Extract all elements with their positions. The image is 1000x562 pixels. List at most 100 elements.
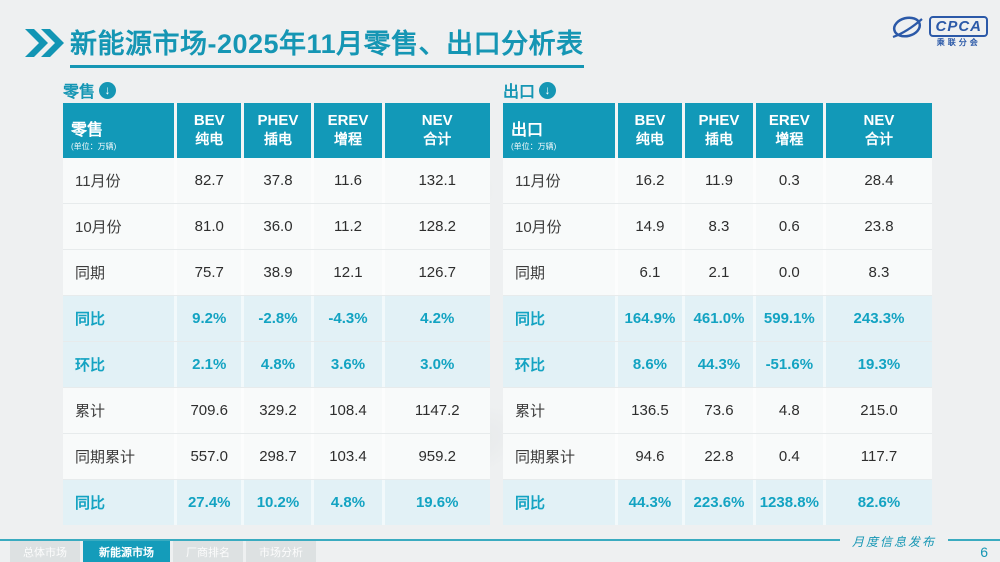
export-badge-label: 出口 xyxy=(503,84,536,101)
column-header: PHEV 插电 xyxy=(241,103,312,158)
column-abbr: EREV xyxy=(768,112,810,130)
row-label: 同期 xyxy=(75,265,106,282)
page-title: 新能源市场-2025年11月零售、出口分析表 xyxy=(70,22,584,68)
footer-ribbon: 月度信息发布 xyxy=(840,531,948,552)
cell-value: 23.8 xyxy=(823,204,932,249)
cell-value: 4.2% xyxy=(381,296,490,341)
cell-value: 9.2% xyxy=(174,296,241,341)
cell-value: 3.6% xyxy=(311,342,381,387)
cell-value: 1238.8% xyxy=(752,480,823,525)
row-label: 环比 xyxy=(75,357,106,374)
tab-nev-market[interactable]: 新能源市场 xyxy=(83,541,170,562)
cell-value: 3.0% xyxy=(381,342,490,387)
cell-value: 94.6 xyxy=(614,434,683,479)
cell-value: 22.8 xyxy=(682,434,752,479)
column-header: NEV 合计 xyxy=(381,103,490,158)
column-header: EREV 增程 xyxy=(752,103,823,158)
cell-value: 82.6% xyxy=(823,480,932,525)
footer-divider xyxy=(0,539,1000,541)
table-header-row: 零售 (单位：万辆) BEV 纯电 PHEV 插电 EREV 增程 NEV 合计 xyxy=(63,103,490,158)
cell-value: 164.9% xyxy=(614,296,683,341)
cell-value: 4.8% xyxy=(241,342,311,387)
cell-value: 0.0 xyxy=(752,250,823,295)
table-row: 同期 75.7 38.9 12.1 126.7 xyxy=(63,249,490,295)
column-abbr: PHEV xyxy=(257,112,299,130)
column-abbr: BEV xyxy=(634,112,666,130)
column-zh: 纯电 xyxy=(635,131,664,148)
cell-value: 10.2% xyxy=(241,480,311,525)
column-header: PHEV 插电 xyxy=(682,103,753,158)
cell-value: 11.6 xyxy=(311,158,381,203)
section-tabbar: 总体市场 新能源市场 厂商排名 市场分析 xyxy=(10,541,316,562)
retail-badge-label: 零售 xyxy=(63,84,96,101)
column-zh: 增程 xyxy=(333,131,362,148)
row-label: 同比 xyxy=(515,495,546,512)
cell-value: 117.7 xyxy=(823,434,932,479)
cell-value: 103.4 xyxy=(311,434,381,479)
cell-value: 19.6% xyxy=(381,480,490,525)
cell-value: 2.1 xyxy=(682,250,752,295)
cell-value: 461.0% xyxy=(682,296,752,341)
row-label: 累计 xyxy=(75,403,106,420)
cell-value: 8.3 xyxy=(682,204,752,249)
cell-value: 709.6 xyxy=(174,388,241,433)
cpca-logo: CPCA 乘联分会 xyxy=(889,14,988,49)
cell-value: 73.6 xyxy=(682,388,752,433)
column-zh: 合计 xyxy=(864,131,893,148)
cell-value: 27.4% xyxy=(174,480,241,525)
cell-value: 128.2 xyxy=(381,204,490,249)
down-arrow-icon: ↓ xyxy=(99,81,117,99)
tab-overall-market[interactable]: 总体市场 xyxy=(10,541,80,562)
column-abbr: PHEV xyxy=(698,112,740,130)
cell-value: 11.9 xyxy=(682,158,752,203)
cell-value: 36.0 xyxy=(241,204,311,249)
cell-value: 0.4 xyxy=(752,434,823,479)
row-label: 同期 xyxy=(515,265,546,282)
page-number: 6 xyxy=(980,544,988,560)
cell-value: 44.3% xyxy=(614,480,683,525)
row-label: 11月份 xyxy=(75,173,121,190)
column-abbr: NEV xyxy=(863,112,895,130)
table-header-row: 出口 (单位：万辆) BEV 纯电 PHEV 插电 EREV 增程 NEV 合计 xyxy=(503,103,932,158)
tab-manufacturer-ranking[interactable]: 厂商排名 xyxy=(173,541,243,562)
double-chevron-icon xyxy=(24,27,64,64)
cpca-emblem-icon xyxy=(889,14,925,49)
row-label: 同期累计 xyxy=(75,449,136,466)
cell-value: 1147.2 xyxy=(381,388,490,433)
cell-value: 75.7 xyxy=(174,250,241,295)
column-zh: 增程 xyxy=(775,131,804,148)
cell-value: 0.6 xyxy=(752,204,823,249)
table-title: 出口 xyxy=(511,122,544,139)
cell-value: 38.9 xyxy=(241,250,311,295)
column-zh: 插电 xyxy=(704,131,733,148)
cell-value: 4.8% xyxy=(311,480,381,525)
table-row: 同期累计 557.0 298.7 103.4 959.2 xyxy=(63,433,490,479)
cell-value: 16.2 xyxy=(614,158,683,203)
logo-name: 乘联分会 xyxy=(936,38,981,47)
tab-market-analysis[interactable]: 市场分析 xyxy=(246,541,316,562)
row-label: 10月份 xyxy=(75,219,122,236)
cell-value: 14.9 xyxy=(614,204,683,249)
column-abbr: EREV xyxy=(327,112,369,130)
row-label: 11月份 xyxy=(515,173,561,190)
cell-value: 82.7 xyxy=(174,158,241,203)
down-arrow-icon: ↓ xyxy=(539,81,557,99)
table-unit-note: (单位：万辆) xyxy=(71,142,117,151)
table-row: 10月份 14.9 8.3 0.6 23.8 xyxy=(503,203,932,249)
column-abbr: BEV xyxy=(193,112,225,130)
column-zh: 插电 xyxy=(263,131,292,148)
cell-value: 6.1 xyxy=(614,250,683,295)
cell-value: 126.7 xyxy=(381,250,490,295)
table-title-cell: 零售 (单位：万辆) xyxy=(63,103,175,158)
cell-value: -51.6% xyxy=(752,342,823,387)
retail-badge: 零售 ↓ xyxy=(63,80,490,101)
cell-value: 8.3 xyxy=(823,250,932,295)
cell-value: 11.2 xyxy=(311,204,381,249)
cell-value: 4.8 xyxy=(752,388,823,433)
cell-value: 132.1 xyxy=(381,158,490,203)
page-title-rest: -2025年11月零售、出口分析表 xyxy=(207,29,584,59)
table-row: 同比 27.4% 10.2% 4.8% 19.6% xyxy=(63,479,490,525)
cell-value: 8.6% xyxy=(614,342,683,387)
table-row: 11月份 16.2 11.9 0.3 28.4 xyxy=(503,158,932,203)
table-title: 零售 xyxy=(71,122,104,139)
